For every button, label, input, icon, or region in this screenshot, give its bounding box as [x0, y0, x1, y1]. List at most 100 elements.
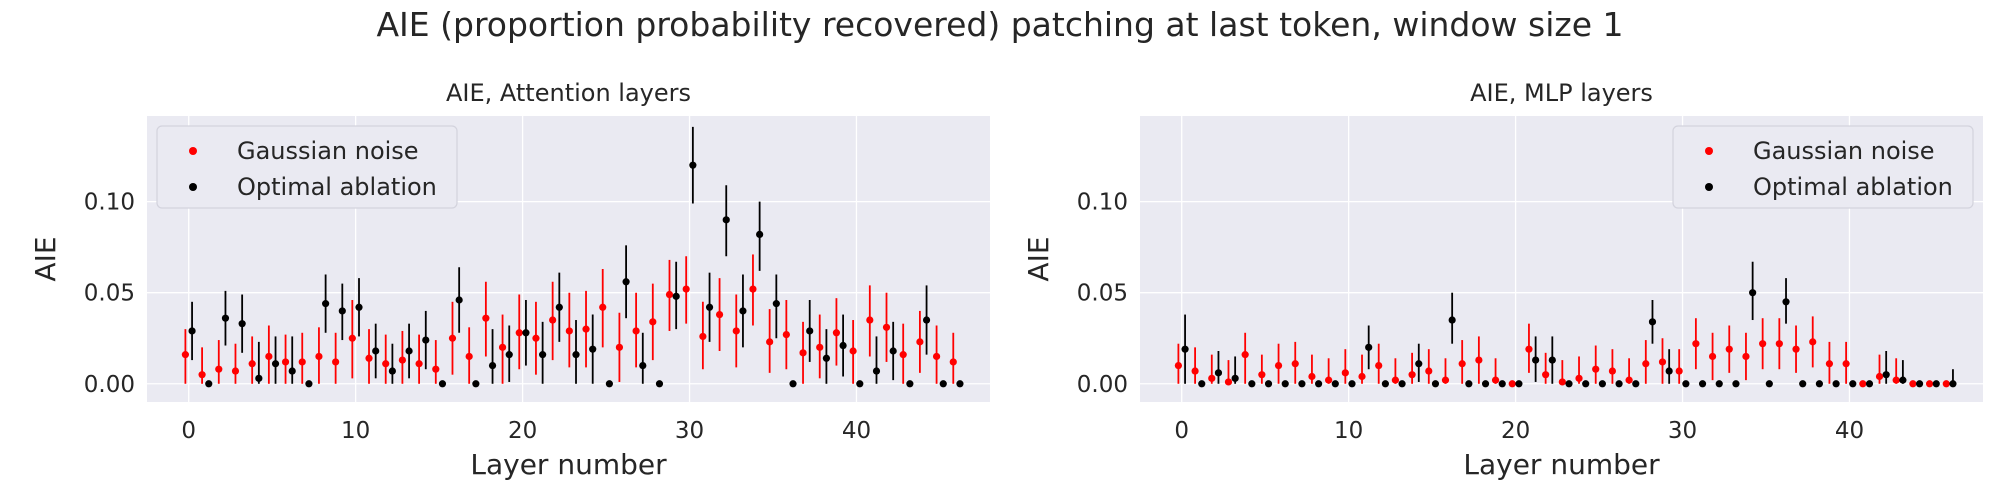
x-tick-label: 30: [1668, 418, 1697, 444]
legend-marker: [189, 183, 197, 191]
data-point: [549, 316, 557, 324]
figure-suptitle: AIE (proportion probability recovered) p…: [376, 5, 1623, 44]
chart-panel-0: 0 10 20 30 40 0.00 0.05 0.10 AIE, Attention laye…: [29, 79, 990, 481]
data-point: [1899, 376, 1907, 384]
data-point: [1742, 352, 1750, 361]
y-axis-label: AIE: [29, 236, 62, 281]
data-point: [806, 327, 814, 335]
data-point: [1291, 360, 1299, 368]
data-point: [1181, 345, 1189, 353]
data-point: [1815, 380, 1824, 388]
data-point: [916, 338, 924, 346]
data-point: [872, 367, 881, 375]
data-point: [1481, 380, 1490, 388]
data-point: [382, 360, 390, 368]
data-point: [348, 334, 356, 342]
data-point: [1198, 380, 1206, 388]
chart-panel-1: 0 10 20 30 40 0.00 0.05 0.10 AIE, MLP layers Laye…: [1022, 79, 1983, 481]
data-point: [1248, 380, 1256, 388]
data-point: [398, 356, 407, 364]
data-point: [1208, 374, 1216, 382]
data-point: [589, 345, 597, 353]
data-point: [1325, 376, 1333, 384]
data-point: [882, 323, 891, 331]
data-point: [372, 347, 380, 355]
data-point: [305, 380, 313, 388]
legend-marker: [1705, 183, 1713, 191]
x-tick-label: 30: [675, 418, 704, 444]
legend-box: [156, 125, 458, 209]
data-point: [539, 351, 547, 359]
data-point: [1875, 372, 1884, 381]
data-point: [1865, 380, 1874, 388]
data-point: [455, 296, 463, 304]
data-point: [1548, 356, 1556, 364]
data-point: [1191, 367, 1199, 375]
series-0: [1174, 316, 1950, 388]
data-point: [1658, 358, 1667, 366]
data-point: [298, 358, 306, 366]
data-point: [856, 380, 864, 388]
data-point: [1525, 345, 1533, 353]
data-point: [1909, 380, 1917, 388]
data-point: [1375, 361, 1383, 370]
data-point: [448, 334, 457, 342]
data-point: [839, 341, 847, 350]
data-point: [739, 307, 747, 315]
data-point: [1759, 340, 1767, 348]
data-point: [1341, 369, 1349, 377]
data-point: [231, 367, 240, 375]
data-point: [1642, 360, 1650, 368]
data-point: [288, 367, 296, 375]
data-point: [822, 354, 831, 362]
data-point: [465, 352, 473, 361]
y-tick-label: 0.10: [84, 190, 135, 216]
data-point: [1598, 380, 1606, 388]
legend-label: Optimal ablation: [1753, 173, 1953, 201]
y-axis-label: AIE: [1022, 236, 1055, 281]
data-point: [338, 307, 346, 315]
x-tick-label: 0: [181, 418, 196, 444]
y-tick-label: 0.05: [84, 281, 135, 307]
data-point: [1532, 356, 1540, 364]
data-point: [1348, 380, 1356, 388]
data-point: [215, 365, 223, 373]
data-point: [1925, 380, 1934, 388]
data-point: [922, 316, 931, 324]
data-point: [1515, 380, 1523, 388]
data-point: [1224, 378, 1233, 386]
data-point: [789, 380, 797, 388]
data-point: [1592, 365, 1600, 373]
data-point: [866, 316, 874, 324]
legend: Gaussian noise Optimal ablation: [1672, 125, 1974, 209]
data-point: [482, 314, 490, 322]
data-point: [1575, 374, 1583, 382]
data-point: [248, 360, 256, 368]
data-point: [1391, 376, 1400, 384]
data-point: [1508, 380, 1516, 388]
data-point: [415, 360, 423, 368]
data-point: [605, 380, 613, 388]
legend-marker: [1705, 147, 1713, 155]
data-point: [238, 320, 246, 328]
data-point: [1408, 371, 1416, 379]
x-tick-label: 0: [1174, 418, 1189, 444]
data-point: [715, 310, 724, 319]
data-point: [1608, 367, 1617, 375]
data-point: [689, 161, 697, 169]
x-tick-label: 40: [842, 418, 871, 444]
data-point: [705, 303, 714, 311]
data-point: [599, 303, 607, 311]
data-point: [649, 318, 657, 326]
data-point: [1792, 345, 1800, 353]
data-point: [749, 285, 757, 293]
legend-label: Optimal ablation: [237, 173, 437, 201]
panel-title: AIE, Attention layers: [446, 79, 691, 107]
data-point: [405, 347, 413, 355]
data-point: [1498, 380, 1506, 388]
data-point: [188, 327, 196, 335]
data-point: [1465, 380, 1473, 388]
data-point: [1565, 380, 1573, 388]
x-tick-label: 40: [1835, 418, 1864, 444]
data-point: [332, 358, 340, 366]
